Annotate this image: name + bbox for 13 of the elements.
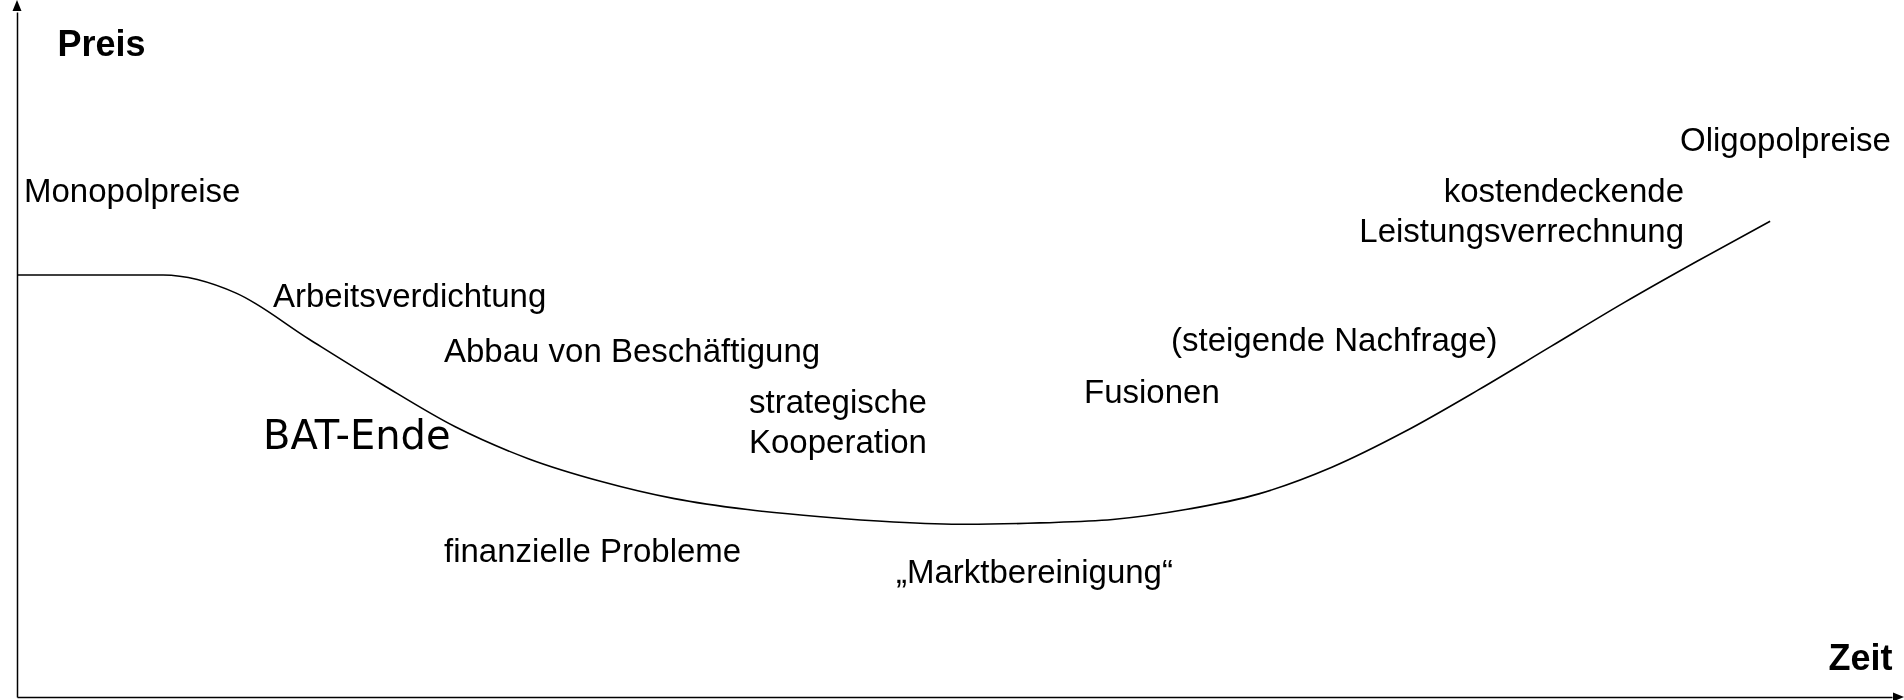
y-axis-title: Preis — [57, 22, 146, 64]
text: Oligopolpreise — [1680, 121, 1891, 158]
annotation: Arbeitsverdichtung — [273, 277, 547, 314]
annotation: Fusionen — [1084, 373, 1220, 410]
annotation: finanzielle Probleme — [444, 532, 742, 569]
annotation: BAT-Ende — [263, 412, 451, 458]
annotation: Abbau von Beschäftigung — [444, 332, 821, 369]
annotation: „Marktbereinigung“ — [896, 553, 1173, 590]
annotation: kostendeckende Leistungsverrechnung — [1359, 172, 1684, 249]
x-axis-title: Zeit — [1828, 636, 1893, 678]
text: Monopolpreise — [24, 172, 241, 209]
annotation: strategische Kooperation — [749, 383, 927, 460]
annotation: (steigende Nachfrage) — [1171, 321, 1498, 358]
